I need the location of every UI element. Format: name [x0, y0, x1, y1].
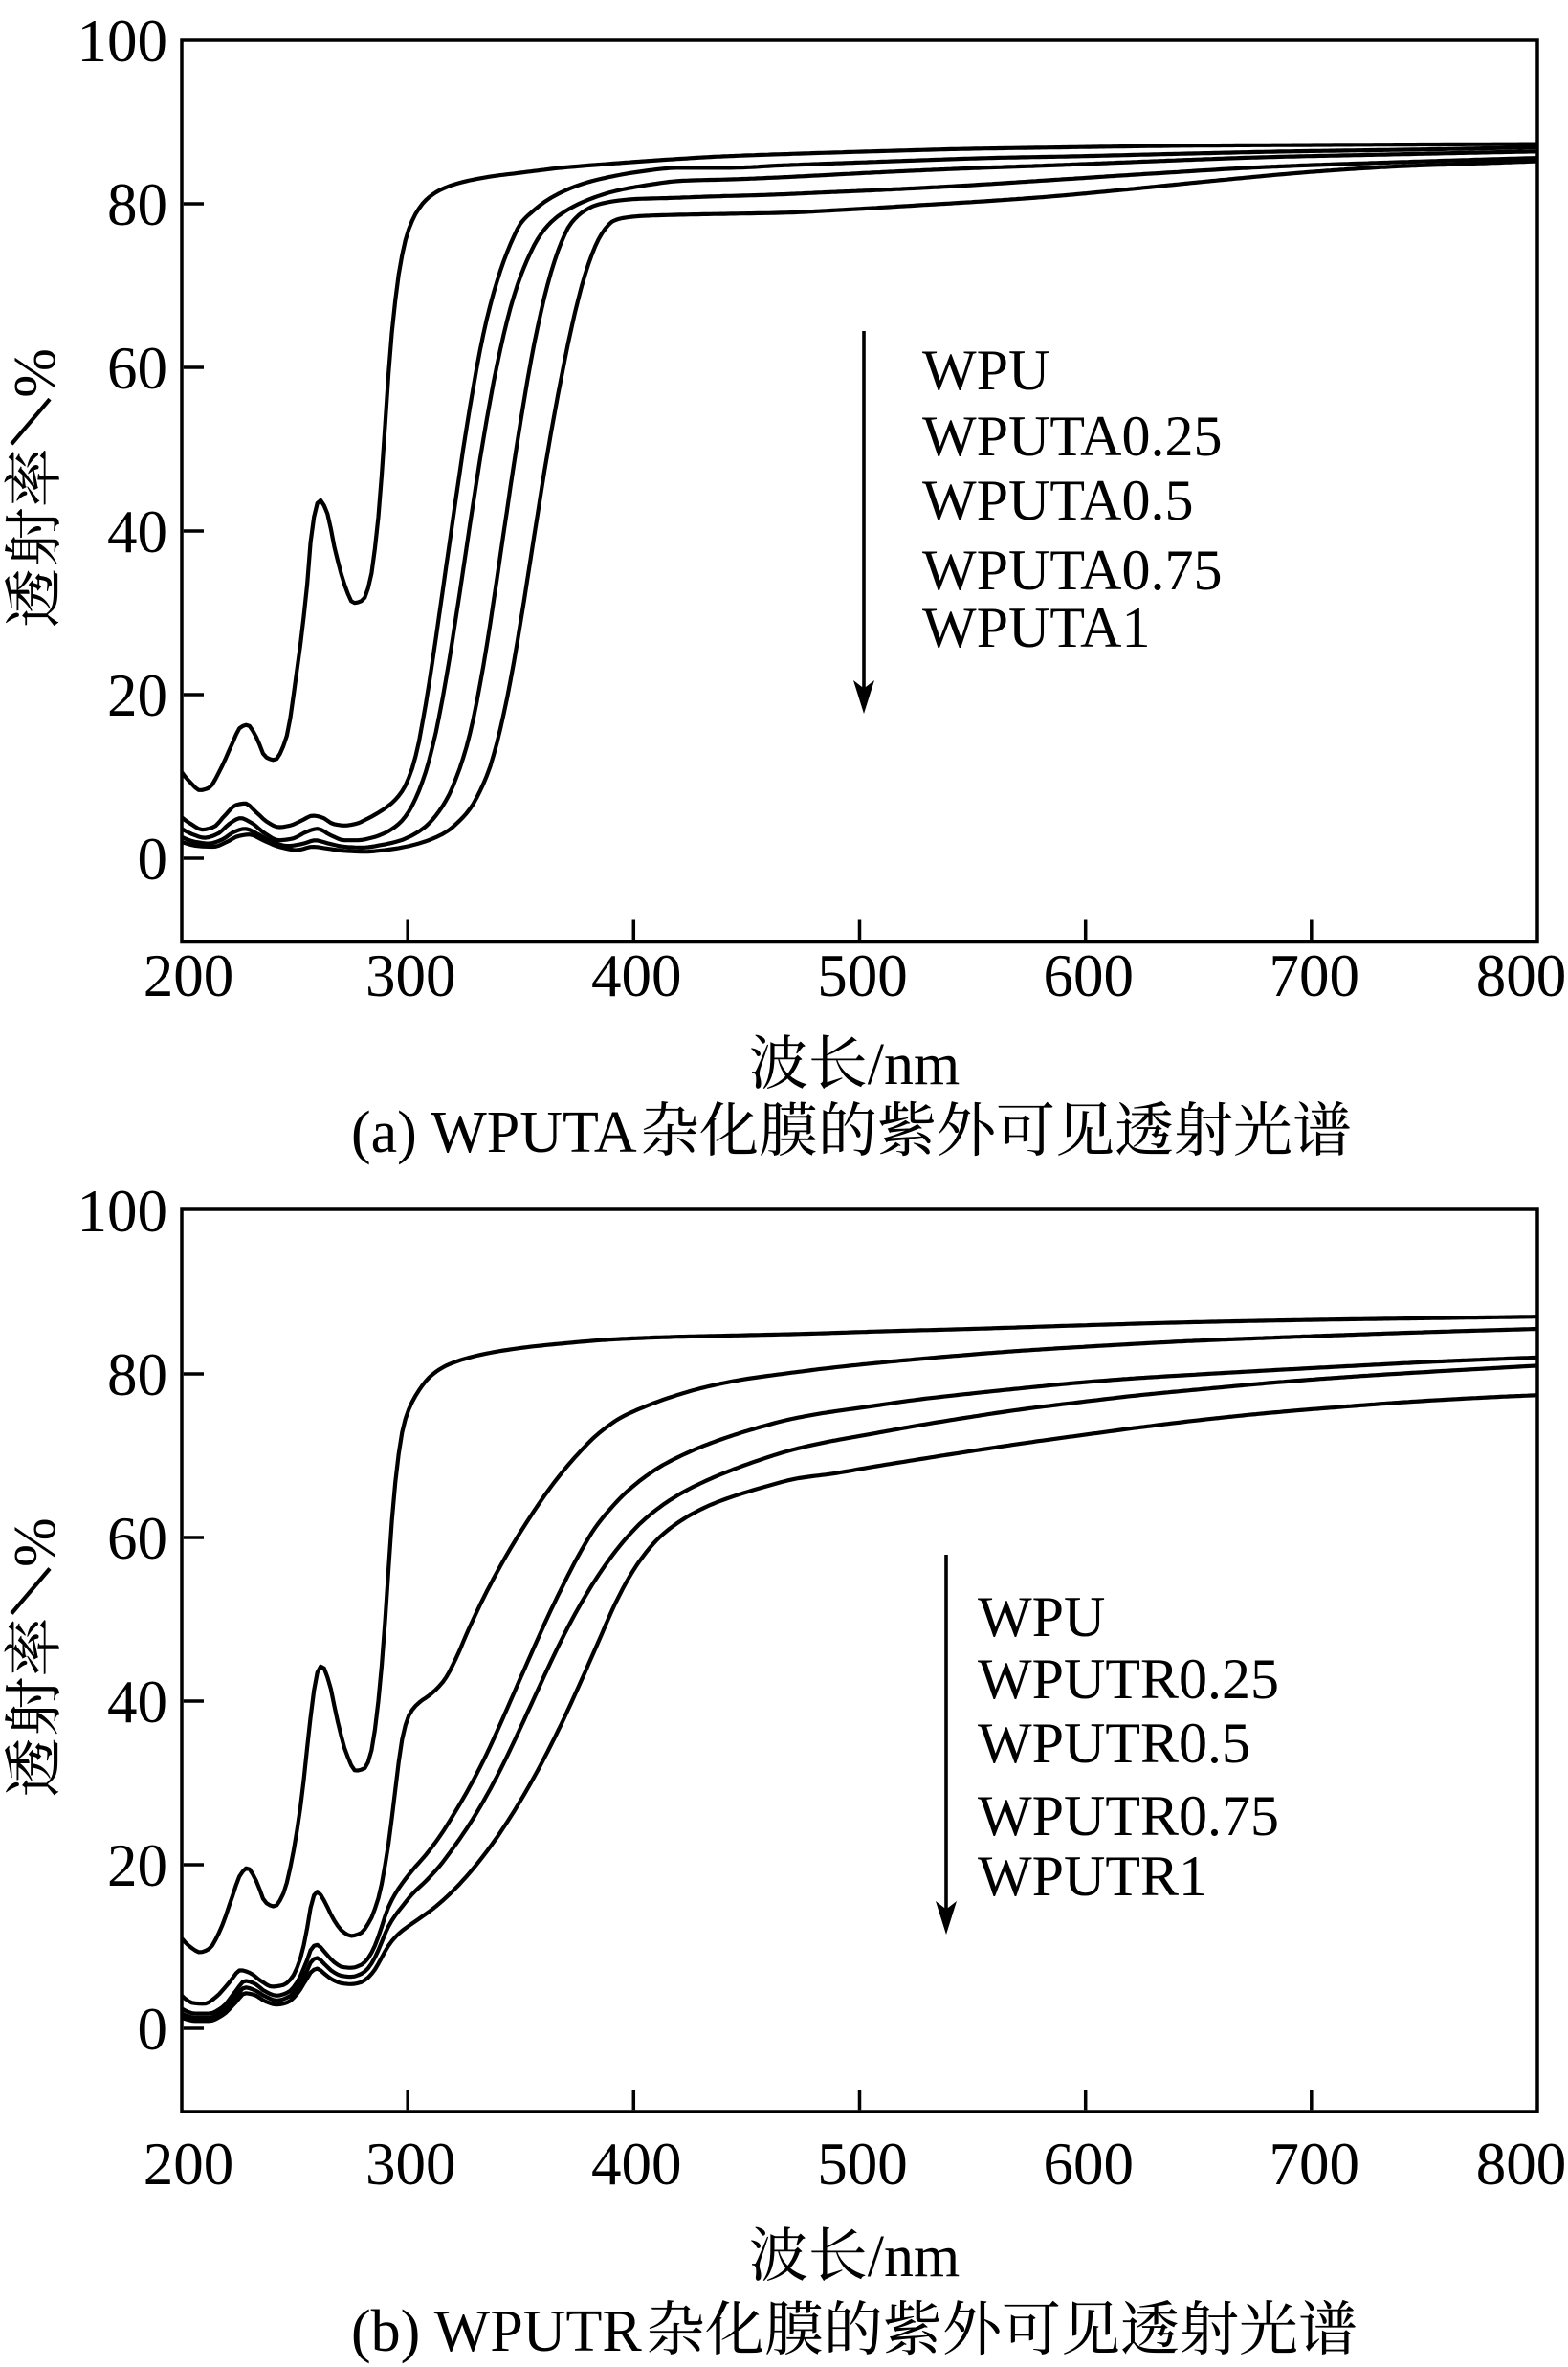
svg-text:80: 80 — [107, 171, 167, 238]
svg-text:300: 300 — [365, 2131, 456, 2198]
svg-text:40: 40 — [107, 1669, 167, 1736]
svg-text:800: 800 — [1476, 942, 1567, 1009]
svg-text:/nm: /nm — [868, 1032, 960, 1097]
svg-text:40: 40 — [107, 498, 167, 565]
svg-text:700: 700 — [1270, 942, 1360, 1009]
svg-text:%: % — [3, 348, 68, 398]
svg-text:20: 20 — [107, 1832, 167, 1899]
svg-text:(b) WPUTR: (b) WPUTR — [351, 2299, 642, 2364]
svg-text:300: 300 — [365, 942, 456, 1009]
svg-text:500: 500 — [817, 2131, 908, 2198]
svg-text:WPUTR0.5: WPUTR0.5 — [978, 1712, 1250, 1775]
svg-text:500: 500 — [817, 942, 908, 1009]
svg-text:600: 600 — [1043, 2131, 1134, 2198]
svg-text:/nm: /nm — [868, 2224, 960, 2290]
svg-text:WPUTR0.75: WPUTR0.75 — [978, 1784, 1279, 1847]
svg-text:60: 60 — [107, 1505, 167, 1572]
svg-text:200: 200 — [144, 942, 234, 1009]
svg-text:WPUTA0.25: WPUTA0.25 — [922, 405, 1223, 468]
svg-text:700: 700 — [1270, 2131, 1360, 2198]
svg-text:80: 80 — [107, 1341, 167, 1408]
svg-text:100: 100 — [77, 8, 168, 75]
svg-text:WPU: WPU — [922, 339, 1049, 402]
svg-text:60: 60 — [107, 335, 167, 402]
svg-text:0: 0 — [138, 1996, 168, 2063]
svg-text:20: 20 — [107, 662, 167, 729]
svg-text:0: 0 — [138, 826, 168, 893]
svg-text:800: 800 — [1476, 2131, 1567, 2198]
svg-text:600: 600 — [1043, 942, 1134, 1009]
svg-text:WPUTA1: WPUTA1 — [922, 596, 1151, 659]
svg-text:100: 100 — [77, 1178, 168, 1245]
svg-text:WPUTA0.5: WPUTA0.5 — [922, 469, 1194, 532]
svg-text:%: % — [3, 1517, 68, 1567]
svg-text:WPUTR0.25: WPUTR0.25 — [978, 1648, 1279, 1711]
svg-text:WPUTA0.75: WPUTA0.75 — [922, 539, 1223, 602]
svg-text:200: 200 — [144, 2131, 234, 2198]
svg-text:400: 400 — [591, 942, 682, 1009]
svg-text:(a) WPUTA: (a) WPUTA — [351, 1100, 637, 1165]
svg-text:WPU: WPU — [978, 1585, 1105, 1648]
svg-text:400: 400 — [591, 2131, 682, 2198]
svg-text:WPUTR1: WPUTR1 — [978, 1845, 1207, 1908]
